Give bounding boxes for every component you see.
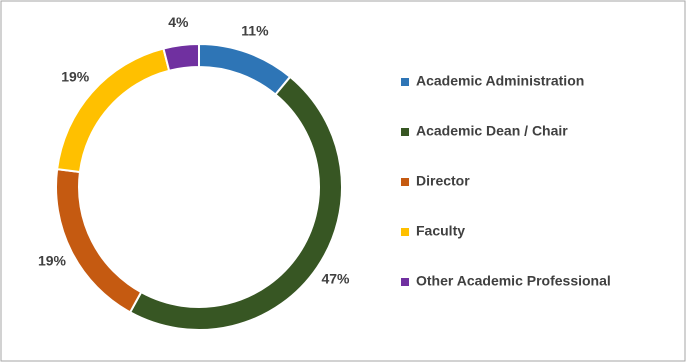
legend-label: Other Academic Professional: [416, 273, 611, 289]
legend-label: Director: [416, 173, 470, 189]
data-label: 19%: [38, 253, 67, 269]
legend-marker: [401, 178, 409, 186]
legend-marker: [401, 128, 409, 136]
legend-label: Faculty: [416, 223, 465, 239]
legend-marker: [401, 278, 409, 286]
data-label: 11%: [241, 22, 269, 38]
data-label: 47%: [321, 270, 350, 286]
legend-marker: [401, 78, 409, 86]
legend-label: Academic Dean / Chair: [416, 123, 568, 139]
data-label: 19%: [61, 69, 90, 85]
legend-marker: [401, 228, 409, 236]
donut-segment: [162, 42, 200, 72]
data-label: 4%: [168, 14, 189, 30]
legend-label: Academic Administration: [416, 73, 584, 89]
